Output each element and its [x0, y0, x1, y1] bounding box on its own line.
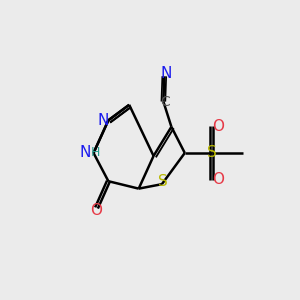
- Text: O: O: [91, 203, 103, 218]
- Text: N: N: [98, 113, 109, 128]
- Text: O: O: [212, 119, 224, 134]
- Text: C: C: [160, 94, 170, 109]
- Text: N: N: [79, 146, 91, 160]
- Text: O: O: [212, 172, 224, 187]
- Text: S: S: [158, 174, 168, 189]
- Text: S: S: [207, 146, 217, 160]
- Text: N: N: [160, 66, 171, 81]
- Text: H: H: [91, 146, 100, 160]
